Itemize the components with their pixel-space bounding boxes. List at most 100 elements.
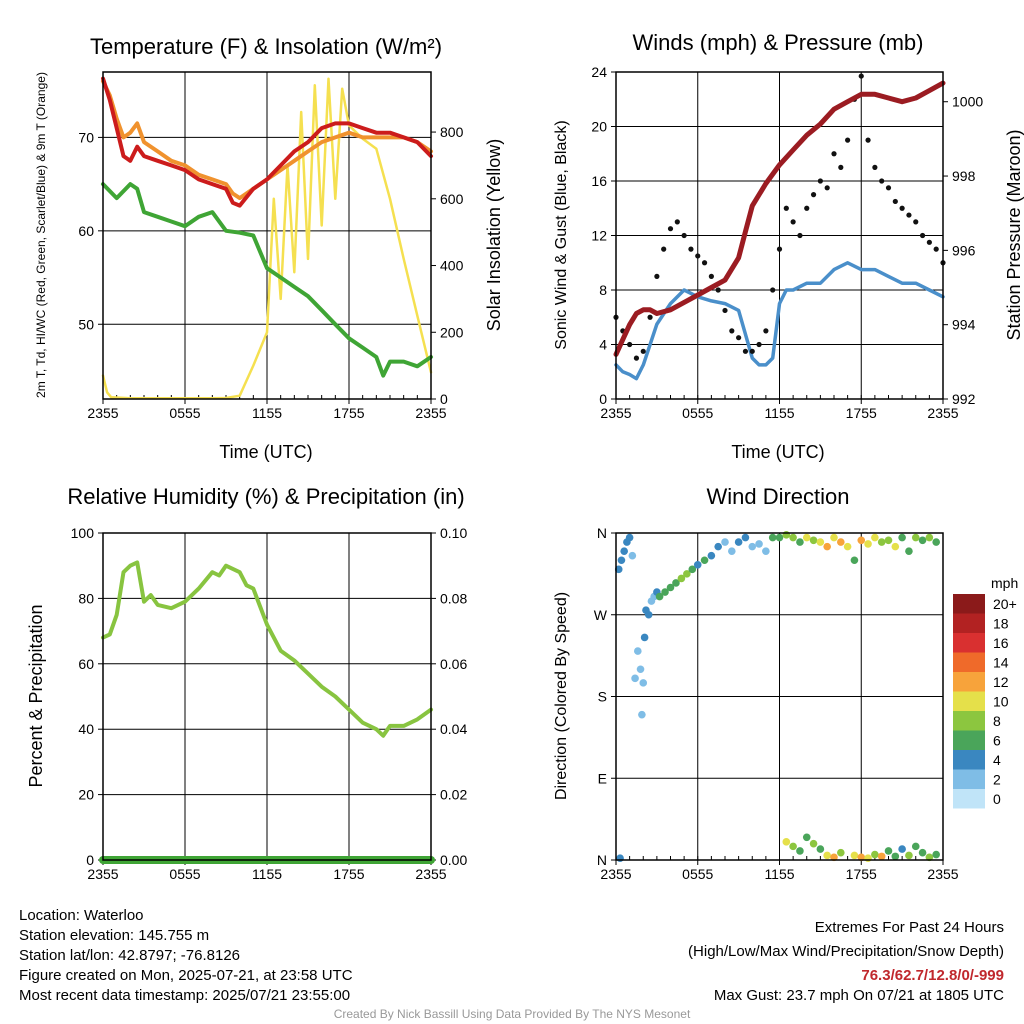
figure-created: Figure created on Mon, 2025-07-21, at 23…: [19, 967, 353, 984]
winds-gust-point: [674, 219, 680, 225]
direction-point: [925, 853, 934, 862]
winds-gust-point: [742, 348, 749, 354]
speed-legend-label: 16: [993, 635, 1009, 651]
temperature-series-2m-t: [101, 76, 433, 208]
winds-gust-point: [892, 198, 898, 205]
humidity-ylabel-left: Percent & Precipitation: [26, 604, 46, 787]
winds-gust-point: [899, 205, 905, 211]
winds-gust-point: [688, 246, 694, 252]
speed-legend-label: 20+: [993, 596, 1017, 612]
temperature-y2tick-label: 400: [440, 258, 464, 274]
humidity-ytick-label: 80: [78, 590, 94, 606]
winds-gust-point: [627, 341, 633, 348]
direction-point: [721, 538, 729, 546]
speed-legend-swatch: [953, 613, 985, 633]
direction-point: [693, 560, 702, 569]
humidity-ytick-label: 0: [86, 852, 94, 868]
direction-point: [683, 570, 691, 578]
winds-gust-point: [926, 239, 932, 245]
winds-ytick-label: 8: [599, 282, 607, 298]
winds-ylabel-right: Station Pressure (Maroon): [1004, 129, 1024, 340]
winds-y2tick-label: 992: [952, 391, 976, 407]
temperature-y2tick-label: 800: [440, 124, 464, 140]
humidity-xtick-label: 2355: [415, 866, 446, 882]
direction-point: [782, 531, 791, 539]
winds-gust-point: [885, 185, 892, 191]
direction-point: [768, 533, 777, 542]
temperature-title: Temperature (F) & Insolation (W/m²): [90, 34, 442, 59]
direction-point: [816, 538, 825, 546]
humidity-ytick-label: 40: [78, 721, 94, 737]
temperature-y2tick-label: 600: [440, 191, 464, 207]
direction-point: [830, 533, 838, 542]
direction-point: [830, 853, 838, 862]
winds-series-station-pressure: [613, 80, 946, 357]
direction-point: [755, 540, 763, 548]
winds-gust-point: [838, 164, 844, 170]
winds-xtick-label: 2355: [600, 405, 631, 421]
station-info: Location: Waterloo Station elevation: 14…: [19, 906, 353, 1006]
speed-legend-label: 4: [993, 752, 1001, 768]
winds-gust-point: [831, 151, 837, 157]
credit-line: Created By Nick Bassill Using Data Provi…: [333, 1007, 691, 1021]
winds-gust-point: [722, 307, 728, 314]
winds-gust-point: [872, 164, 878, 170]
winds-gust-point: [661, 246, 667, 252]
winds-gust-point: [667, 226, 674, 232]
speed-legend-swatch: [953, 594, 985, 614]
direction-point: [789, 533, 797, 542]
direction-point: [802, 533, 811, 542]
direction-xtick-label: 1155: [764, 866, 794, 882]
winds-gust-point: [770, 287, 776, 293]
direction-point: [918, 848, 927, 857]
winds-gust-point: [824, 185, 830, 191]
direction-point: [877, 852, 886, 861]
humidity-xtick-label: 1155: [252, 866, 282, 882]
direction-point: [809, 839, 818, 848]
station-location: Location: Waterloo: [19, 907, 144, 924]
direction-point: [925, 533, 934, 542]
direction-point: [884, 536, 893, 545]
direction-point: [816, 845, 825, 853]
winds-gust-point: [865, 137, 871, 143]
winds-gust-point: [708, 273, 714, 279]
winds-y2tick-label: 1000: [952, 94, 983, 110]
winds-gust-point: [695, 253, 701, 259]
direction-point: [639, 679, 648, 687]
temperature-y2tick-label: 200: [440, 324, 464, 340]
direction-point: [741, 533, 750, 542]
direction-point: [802, 833, 811, 842]
direction-point: [672, 579, 680, 587]
direction-point: [714, 542, 722, 551]
direction-ytick-label: W: [594, 607, 608, 623]
direction-xtick-label: 2355: [927, 866, 958, 882]
winds-gust-point: [913, 219, 919, 225]
speed-legend-label: 6: [993, 732, 1001, 748]
direction-point: [762, 547, 770, 555]
direction-point: [898, 533, 906, 542]
humidity-plot: 2355 0555 1155 1755 23550204060801000.000.02…: [71, 525, 468, 882]
winds-gust-point: [797, 232, 803, 239]
speed-legend-label: 0: [993, 791, 1001, 807]
winds-xtick-label: 0555: [682, 405, 713, 421]
winds-gust-point: [817, 178, 823, 184]
humidity-ytick-label: 100: [71, 525, 95, 541]
winds-gust-point: [701, 260, 708, 266]
direction-ytick-label: N: [597, 525, 607, 541]
direction-frame: [615, 532, 944, 861]
winds-gust-point: [804, 205, 810, 211]
direction-point: [796, 538, 804, 546]
direction-point: [823, 542, 831, 551]
direction-plot: 2355 0555 1155 1755 2355NESWNmph20+181614121…: [594, 525, 1018, 882]
direction-ytick-label: S: [598, 689, 607, 705]
speed-legend-swatch: [953, 633, 985, 653]
temperature-xtick-label: 0555: [169, 405, 200, 421]
speed-legend-swatch: [953, 711, 985, 731]
direction-point: [617, 556, 626, 565]
direction-point: [837, 538, 845, 546]
speed-legend-swatch: [953, 672, 985, 692]
direction-point: [638, 710, 646, 719]
winds-title: Winds (mph) & Pressure (mb): [633, 30, 924, 55]
direction-point: [775, 533, 784, 542]
winds-gust-point: [640, 348, 646, 354]
